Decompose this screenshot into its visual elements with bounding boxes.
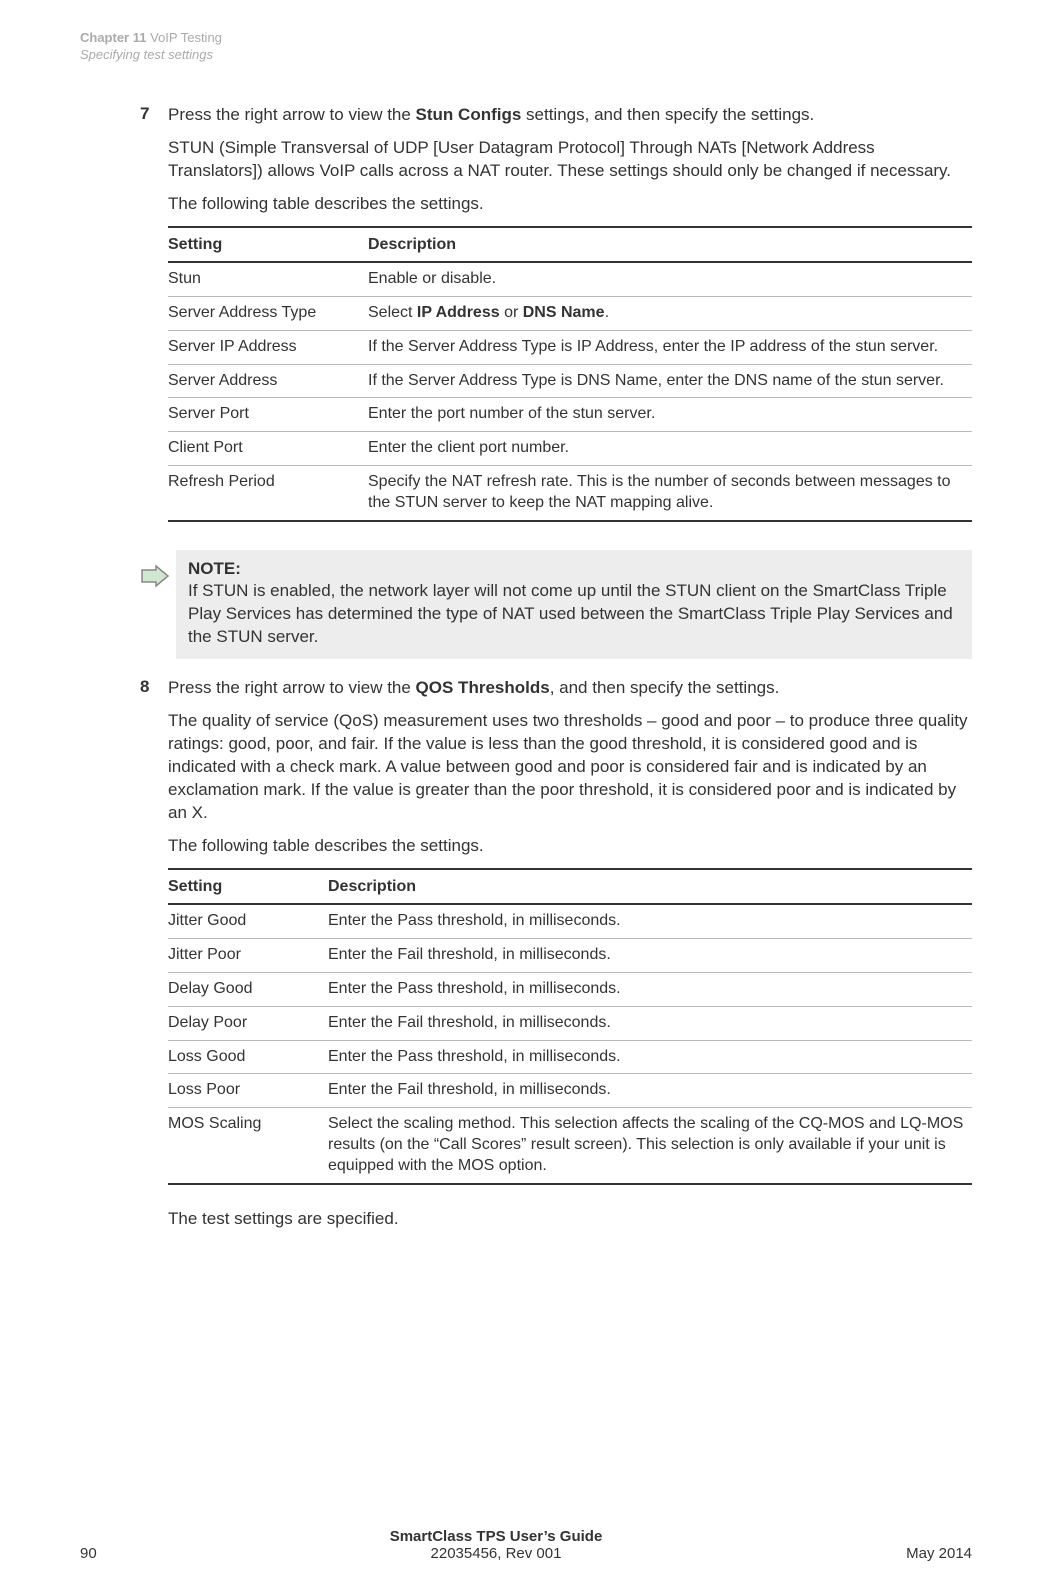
table-row: Client PortEnter the client port number. bbox=[168, 432, 972, 466]
setting-cell: Server Address Type bbox=[168, 296, 368, 330]
setting-cell: Delay Good bbox=[168, 973, 328, 1007]
step-body: Press the right arrow to view the QOS Th… bbox=[168, 677, 972, 1202]
setting-cell: Jitter Poor bbox=[168, 939, 328, 973]
description-cell: Enter the client port number. bbox=[368, 432, 972, 466]
setting-cell: Loss Poor bbox=[168, 1074, 328, 1108]
stun-settings-table: Setting Description StunEnable or disabl… bbox=[168, 226, 972, 522]
page-footer: 90 SmartClass TPS User’s Guide 22035456,… bbox=[0, 1528, 1052, 1562]
qos-settings-table: Setting Description Jitter GoodEnter the… bbox=[168, 868, 972, 1185]
content-area: 7 Press the right arrow to view the Stun… bbox=[140, 104, 972, 1229]
table-row: Loss PoorEnter the Fail threshold, in mi… bbox=[168, 1074, 972, 1108]
table-row: MOS ScalingSelect the scaling method. Th… bbox=[168, 1108, 972, 1184]
page-number: 90 bbox=[80, 1545, 140, 1562]
bold-text: QOS Thresholds bbox=[416, 678, 550, 697]
note-body: If STUN is enabled, the network layer wi… bbox=[188, 580, 960, 649]
step8-para2: The quality of service (QoS) measurement… bbox=[168, 710, 972, 825]
step8-line1: Press the right arrow to view the QOS Th… bbox=[168, 677, 972, 700]
chapter-title: VoIP Testing bbox=[150, 30, 222, 45]
table-row: Server PortEnter the port number of the … bbox=[168, 398, 972, 432]
step-number: 8 bbox=[140, 677, 168, 1202]
page: Chapter 11 VoIP Testing Specifying test … bbox=[0, 0, 1052, 1590]
setting-cell: Server Port bbox=[168, 398, 368, 432]
closing-text: The test settings are specified. bbox=[168, 1209, 972, 1229]
description-cell: Enter the Fail threshold, in millisecond… bbox=[328, 1074, 972, 1108]
description-cell: Select the scaling method. This selectio… bbox=[328, 1108, 972, 1184]
text: Press the right arrow to view the bbox=[168, 105, 416, 124]
step-7: 7 Press the right arrow to view the Stun… bbox=[140, 104, 972, 540]
footer-center: SmartClass TPS User’s Guide 22035456, Re… bbox=[140, 1528, 852, 1562]
col-setting: Setting bbox=[168, 869, 328, 905]
setting-cell: Server IP Address bbox=[168, 330, 368, 364]
description-cell: Enter the Pass threshold, in millisecond… bbox=[328, 904, 972, 938]
chapter-label: Chapter 11 bbox=[80, 30, 146, 45]
setting-cell: Server Address bbox=[168, 364, 368, 398]
description-cell: Select IP Address or DNS Name. bbox=[368, 296, 972, 330]
col-description: Description bbox=[328, 869, 972, 905]
bold-text: Stun Configs bbox=[416, 105, 522, 124]
col-description: Description bbox=[368, 227, 972, 263]
description-cell: Enter the port number of the stun server… bbox=[368, 398, 972, 432]
note-box: NOTE: If STUN is enabled, the network la… bbox=[176, 550, 972, 660]
footer-date: May 2014 bbox=[852, 1545, 972, 1562]
table-row: Delay PoorEnter the Fail threshold, in m… bbox=[168, 1006, 972, 1040]
description-cell: Specify the NAT refresh rate. This is th… bbox=[368, 465, 972, 520]
footer-title: SmartClass TPS User’s Guide bbox=[140, 1528, 852, 1545]
description-cell: Enter the Pass threshold, in millisecond… bbox=[328, 1040, 972, 1074]
text: Press the right arrow to view the bbox=[168, 678, 416, 697]
description-cell: Enter the Pass threshold, in millisecond… bbox=[328, 973, 972, 1007]
table-header-row: Setting Description bbox=[168, 869, 972, 905]
table-row: StunEnable or disable. bbox=[168, 262, 972, 296]
setting-cell: Client Port bbox=[168, 432, 368, 466]
setting-cell: Refresh Period bbox=[168, 465, 368, 520]
step-8: 8 Press the right arrow to view the QOS … bbox=[140, 677, 972, 1202]
step-body: Press the right arrow to view the Stun C… bbox=[168, 104, 972, 540]
description-cell: If the Server Address Type is IP Address… bbox=[368, 330, 972, 364]
step7-line1: Press the right arrow to view the Stun C… bbox=[168, 104, 972, 127]
setting-cell: Delay Poor bbox=[168, 1006, 328, 1040]
table-row: Server Address TypeSelect IP Address or … bbox=[168, 296, 972, 330]
table-row: Refresh PeriodSpecify the NAT refresh ra… bbox=[168, 465, 972, 520]
description-cell: Enter the Fail threshold, in millisecond… bbox=[328, 939, 972, 973]
step7-para3: The following table describes the settin… bbox=[168, 193, 972, 216]
description-cell: Enable or disable. bbox=[368, 262, 972, 296]
step-number: 7 bbox=[140, 104, 168, 540]
section-title: Specifying test settings bbox=[80, 47, 213, 62]
note-title: NOTE: bbox=[188, 558, 960, 581]
note-arrow-icon bbox=[140, 550, 176, 593]
setting-cell: Loss Good bbox=[168, 1040, 328, 1074]
page-header: Chapter 11 VoIP Testing Specifying test … bbox=[80, 30, 972, 64]
setting-cell: MOS Scaling bbox=[168, 1108, 328, 1184]
table-row: Loss GoodEnter the Pass threshold, in mi… bbox=[168, 1040, 972, 1074]
table-header-row: Setting Description bbox=[168, 227, 972, 263]
table-row: Jitter PoorEnter the Fail threshold, in … bbox=[168, 939, 972, 973]
setting-cell: Stun bbox=[168, 262, 368, 296]
text: settings, and then specify the settings. bbox=[521, 105, 814, 124]
table-row: Server AddressIf the Server Address Type… bbox=[168, 364, 972, 398]
table-row: Server IP AddressIf the Server Address T… bbox=[168, 330, 972, 364]
description-cell: If the Server Address Type is DNS Name, … bbox=[368, 364, 972, 398]
description-cell: Enter the Fail threshold, in millisecond… bbox=[328, 1006, 972, 1040]
table-row: Jitter GoodEnter the Pass threshold, in … bbox=[168, 904, 972, 938]
footer-docnum: 22035456, Rev 001 bbox=[140, 1545, 852, 1562]
setting-cell: Jitter Good bbox=[168, 904, 328, 938]
step8-para3: The following table describes the settin… bbox=[168, 835, 972, 858]
table-row: Delay GoodEnter the Pass threshold, in m… bbox=[168, 973, 972, 1007]
step7-para2: STUN (Simple Transversal of UDP [User Da… bbox=[168, 137, 972, 183]
col-setting: Setting bbox=[168, 227, 368, 263]
text: , and then specify the settings. bbox=[550, 678, 780, 697]
note-block: NOTE: If STUN is enabled, the network la… bbox=[140, 550, 972, 660]
